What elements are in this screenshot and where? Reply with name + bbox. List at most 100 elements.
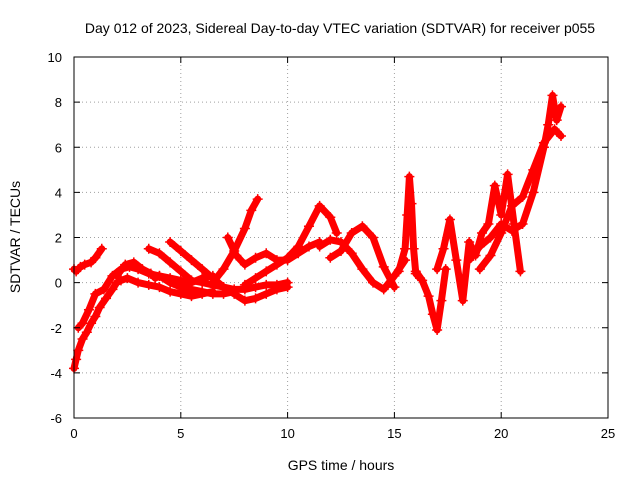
data-point (145, 268, 156, 279)
series-band-track-g (209, 195, 262, 287)
data-point (128, 257, 139, 268)
series-band-track-c (74, 263, 217, 332)
data-point (197, 286, 208, 297)
data-point (165, 277, 176, 288)
x-tick-label: 15 (387, 426, 401, 441)
data-point (325, 234, 336, 245)
data-point (464, 237, 475, 248)
x-tick-label: 25 (601, 426, 615, 441)
data-point (476, 227, 487, 238)
data-point (250, 273, 261, 284)
ticks (73, 56, 609, 419)
data-point (165, 237, 176, 248)
data-point (86, 318, 97, 329)
data-point (464, 255, 475, 266)
data-point (186, 284, 197, 295)
data-point (551, 115, 562, 126)
data-point (282, 252, 293, 263)
data-point (314, 200, 325, 211)
data-point (154, 282, 165, 293)
data-point (120, 259, 131, 270)
data-point (515, 266, 526, 277)
data-point (368, 277, 379, 288)
data-point (271, 259, 282, 270)
data-point (81, 327, 92, 338)
data-point (101, 293, 112, 304)
data-point (96, 243, 107, 254)
data-point (357, 221, 368, 232)
data-point (314, 241, 325, 252)
data-point (528, 187, 539, 198)
data-point (186, 275, 197, 286)
data-point (143, 243, 154, 254)
series-band-track-f (166, 238, 292, 305)
data-point (427, 309, 438, 320)
data-point (474, 264, 485, 275)
data-point (239, 259, 250, 270)
data-point (506, 200, 517, 211)
data-point (506, 225, 517, 236)
data-point (218, 282, 229, 293)
data-point (90, 311, 101, 322)
data-point (86, 257, 97, 268)
data-point (71, 354, 82, 365)
x-tick-label: 5 (177, 426, 184, 441)
data-point (556, 101, 567, 112)
data-point (239, 223, 250, 234)
x-tick-label: 20 (494, 426, 508, 441)
y-tick-label: 4 (55, 185, 62, 200)
data-point (406, 198, 417, 209)
data-point (489, 180, 500, 191)
data-point (528, 164, 539, 175)
data-point (410, 266, 421, 277)
data-point (107, 284, 118, 295)
data-point (207, 277, 218, 288)
series-layer (69, 90, 567, 374)
data-point (432, 325, 443, 336)
y-tick-label: -2 (50, 321, 62, 336)
data-point (432, 264, 443, 275)
data-point (502, 169, 513, 180)
data-point (485, 232, 496, 243)
data-point (165, 257, 176, 268)
data-point (378, 261, 389, 272)
data-point (83, 304, 94, 315)
data-point (77, 318, 88, 329)
data-point (451, 255, 462, 266)
data-point (417, 275, 428, 286)
data-point (90, 288, 101, 299)
data-point (261, 266, 272, 277)
data-point (98, 284, 109, 295)
data-point (150, 273, 161, 284)
data-point (115, 275, 126, 286)
data-point (346, 227, 357, 238)
data-point (239, 279, 250, 290)
data-point (303, 221, 314, 232)
data-point (538, 137, 549, 148)
data-point (90, 252, 101, 263)
data-point (79, 259, 90, 270)
y-axis-label: SDTVAR / TECUs (7, 181, 23, 293)
data-point (73, 345, 84, 356)
data-point (556, 130, 567, 141)
data-point (404, 171, 415, 182)
data-point (175, 282, 186, 293)
data-point (77, 334, 88, 345)
data-point (271, 284, 282, 295)
grid (74, 57, 608, 418)
data-point (408, 243, 419, 254)
x-tick-label: 10 (280, 426, 294, 441)
data-point (218, 264, 229, 275)
data-point (549, 124, 560, 135)
data-point (71, 266, 82, 277)
data-point (336, 246, 346, 257)
x-axis-label: GPS time / hours (288, 457, 395, 473)
data-point (293, 241, 304, 252)
data-point (357, 264, 368, 275)
data-point (402, 209, 413, 220)
data-point (474, 241, 485, 252)
series-band-track-i (241, 202, 341, 289)
data-point (282, 282, 293, 293)
data-point (438, 243, 449, 254)
data-point (175, 246, 186, 257)
